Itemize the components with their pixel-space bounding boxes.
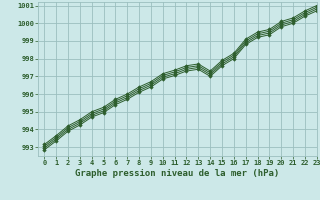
X-axis label: Graphe pression niveau de la mer (hPa): Graphe pression niveau de la mer (hPa) bbox=[76, 169, 280, 178]
